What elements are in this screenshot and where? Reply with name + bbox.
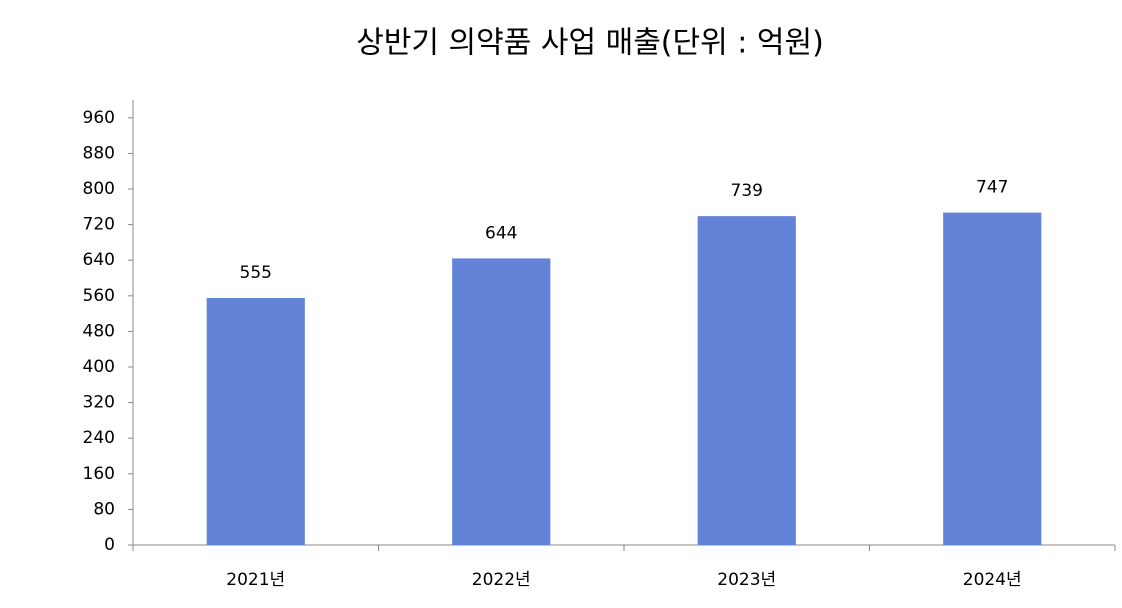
bar — [452, 258, 551, 545]
x-tick-label: 2023년 — [717, 570, 776, 590]
x-tick-label: 2024년 — [963, 570, 1022, 590]
y-tick-label: 800 — [83, 179, 115, 199]
y-tick-label: 320 — [83, 393, 115, 413]
value-label: 747 — [976, 178, 1008, 198]
y-tick-label: 480 — [83, 321, 115, 341]
y-tick-label: 0 — [104, 535, 115, 555]
value-label: 555 — [240, 263, 272, 283]
y-tick-label: 960 — [83, 108, 115, 128]
y-tick-label: 240 — [83, 428, 115, 448]
y-tick-label: 720 — [83, 215, 115, 235]
y-tick-label: 80 — [93, 499, 115, 519]
y-tick-label: 640 — [83, 250, 115, 270]
bar — [206, 298, 305, 545]
y-tick-label: 560 — [83, 286, 115, 306]
y-tick-label: 400 — [83, 357, 115, 377]
bar — [943, 212, 1042, 545]
chart-title: 상반기 의약품 사업 매출(단위 : 억원) — [356, 26, 824, 61]
x-tick-label: 2022년 — [472, 570, 531, 590]
y-tick-label: 160 — [83, 464, 115, 484]
value-label: 739 — [731, 181, 763, 201]
bar — [697, 216, 796, 545]
x-tick-label: 2021년 — [226, 570, 285, 590]
y-tick-label: 880 — [83, 143, 115, 163]
value-label: 644 — [485, 223, 517, 243]
